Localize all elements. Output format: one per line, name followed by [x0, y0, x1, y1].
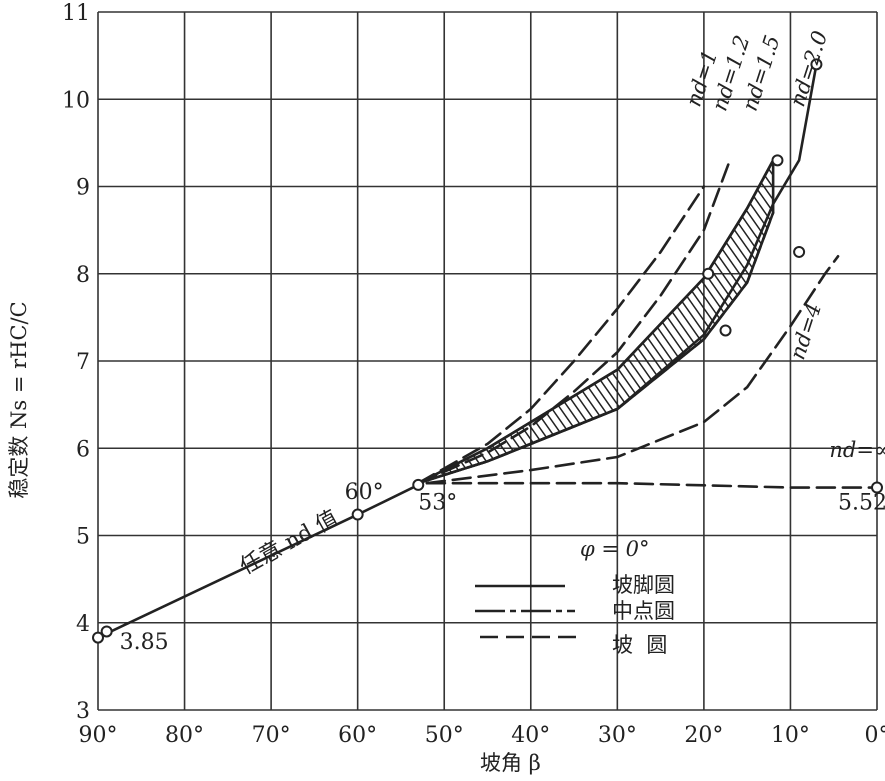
x-tick-label: 70° — [252, 723, 291, 748]
y-tick-label: 6 — [76, 437, 90, 462]
annotation-9: nd=4 — [785, 300, 826, 363]
series-line-5 — [416, 63, 818, 485]
data-point-9 — [810, 58, 823, 71]
data-point-8 — [793, 245, 806, 258]
grid — [97, 11, 878, 711]
x-tick-label: 50° — [425, 723, 464, 748]
annotation-3: 53° — [418, 490, 457, 515]
tick-labels: 90° 80° 70° 60° 50° 40° 30° 20° 10° 0° 3 4 5 6 7 8 9 10 11 — [62, 1, 885, 748]
x-axis-label: 坡角 β — [480, 751, 541, 775]
y-tick-label: 3 — [76, 699, 90, 724]
x-tick-label: 80° — [165, 723, 204, 748]
data-point-0 — [92, 631, 104, 644]
hatched-region — [417, 159, 775, 485]
legend-label-slope-circle: 坡 圆 — [612, 633, 667, 657]
data-point-7 — [771, 154, 784, 167]
annotation-8: nd=2.0 — [785, 28, 832, 110]
y-tick-label: 5 — [76, 525, 90, 550]
y-tick-label: 4 — [76, 612, 90, 637]
series-line-6 — [425, 255, 840, 485]
x-tick-label: 40° — [511, 723, 550, 748]
markers — [92, 58, 883, 644]
y-tick-label: 11 — [62, 1, 90, 26]
data-point-1 — [100, 625, 113, 638]
series-line-1 — [416, 185, 706, 485]
series-line-7 — [425, 481, 879, 489]
series-line-2 — [416, 159, 732, 485]
curves — [96, 63, 879, 639]
legend-label-midpoint-circle: 中点圆 — [612, 599, 675, 623]
legend: φ = 0° 坡脚圆 中点圆 坡 圆 — [475, 537, 675, 657]
hatch-band — [417, 159, 775, 485]
y-tick-label: 9 — [76, 176, 90, 201]
data-point-6 — [719, 324, 732, 337]
annotation-1: 3.85 — [120, 630, 169, 655]
x-tick-label: 60° — [338, 723, 377, 748]
x-tick-label: 20° — [684, 723, 723, 748]
legend-title: φ = 0° — [580, 537, 650, 561]
data-point-3 — [412, 478, 425, 491]
series-line-3 — [416, 159, 775, 485]
x-tick-label: 30° — [598, 723, 637, 748]
annotation-10: nd=∞ — [829, 438, 885, 462]
x-tick-label: 10° — [771, 723, 810, 748]
annotation-4: 5.52 — [838, 490, 885, 515]
annotation-2: 60° — [345, 480, 384, 505]
data-point-5 — [702, 267, 715, 280]
x-tick-label: 90° — [79, 723, 118, 748]
annotation-0: 任意 nd 值 — [236, 506, 343, 580]
y-tick-label: 8 — [76, 263, 90, 288]
y-tick-label: 7 — [76, 350, 90, 375]
data-point-2 — [351, 508, 364, 521]
y-axis-label: 稳定数 Ns = rHC/C — [7, 301, 31, 498]
legend-label-toe-circle: 坡脚圆 — [612, 573, 675, 597]
data-point-4 — [871, 481, 883, 494]
x-tick-label: 0° — [865, 723, 885, 748]
y-tick-label: 10 — [62, 88, 90, 113]
